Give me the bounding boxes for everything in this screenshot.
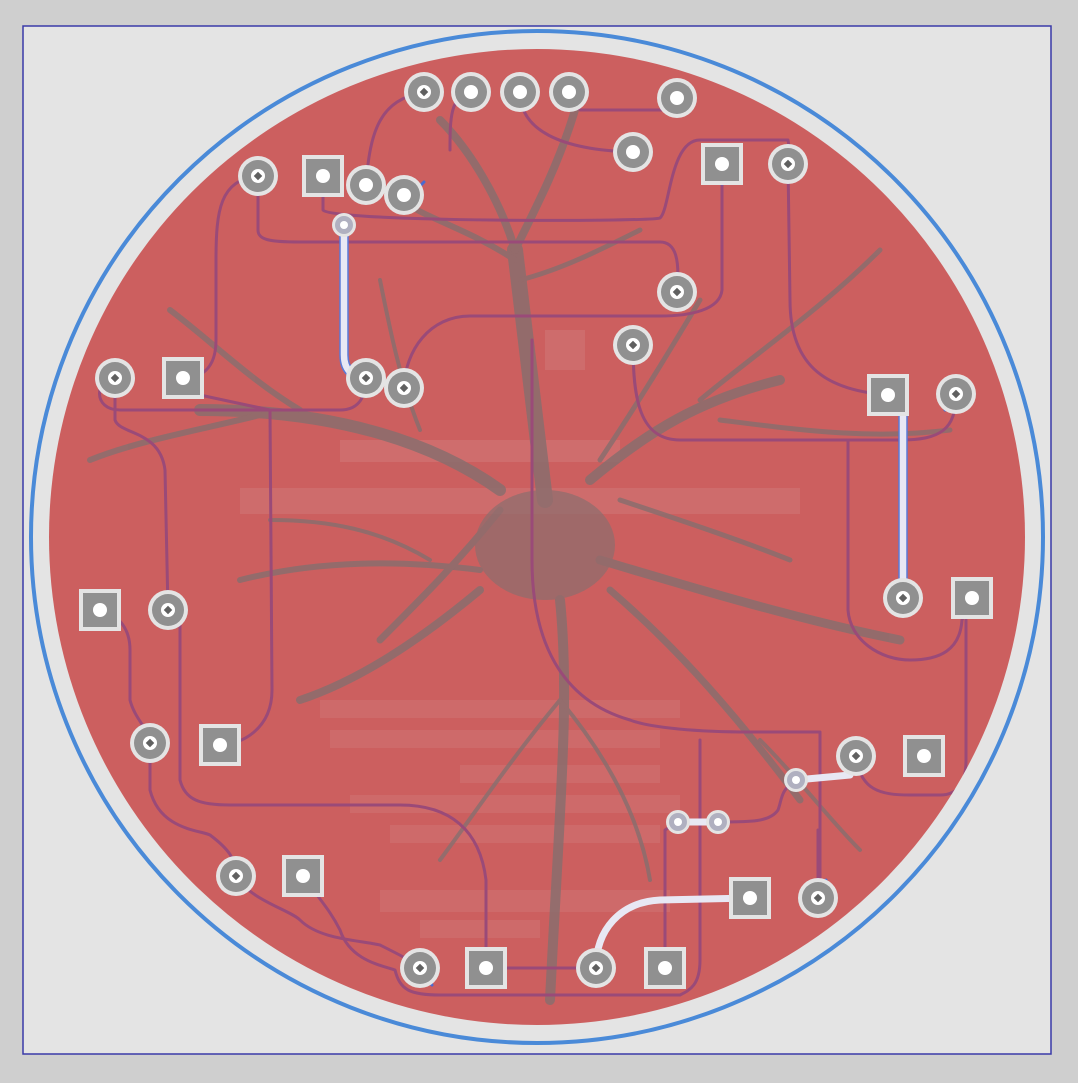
board-edge-outline: [29, 29, 1045, 1045]
pad: [768, 144, 808, 184]
pad: [238, 156, 278, 196]
pad: [549, 72, 589, 112]
pad: [216, 856, 256, 896]
pad: [936, 374, 976, 414]
via: [784, 768, 808, 792]
square-pad: [867, 374, 909, 416]
pad: [576, 948, 616, 988]
pad: [148, 590, 188, 630]
via: [666, 810, 690, 834]
square-pad: [79, 589, 121, 631]
pad: [95, 358, 135, 398]
square-pad: [199, 724, 241, 766]
pad: [613, 325, 653, 365]
pad: [657, 78, 697, 118]
square-pad: [282, 855, 324, 897]
square-pad: [465, 947, 507, 989]
vias: [332, 213, 808, 834]
pad: [346, 165, 386, 205]
pad: [384, 368, 424, 408]
via: [332, 213, 356, 237]
square-pad: [162, 357, 204, 399]
pad: [883, 578, 923, 618]
pad: [657, 272, 697, 312]
round-pads: [95, 72, 976, 988]
pad: [130, 723, 170, 763]
square-pad: [701, 143, 743, 185]
pad: [836, 736, 876, 776]
via: [706, 810, 730, 834]
pad: [613, 132, 653, 172]
neuron-artwork: [87, 106, 953, 1005]
ghost-back-text: [240, 330, 800, 938]
square-pad: [951, 577, 993, 619]
square-pad: [903, 735, 945, 777]
square-pad: [644, 947, 686, 989]
square-pad: [302, 155, 344, 197]
pad: [798, 878, 838, 918]
pad: [346, 358, 386, 398]
pad: [500, 72, 540, 112]
pad: [404, 72, 444, 112]
pad: [384, 175, 424, 215]
square-pad: [729, 877, 771, 919]
pad: [451, 72, 491, 112]
square-pads: [79, 143, 993, 989]
pad: [400, 948, 440, 988]
